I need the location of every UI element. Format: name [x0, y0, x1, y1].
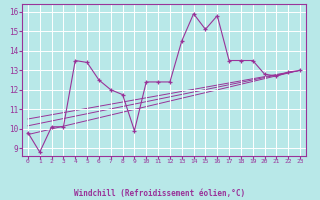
- Text: Windchill (Refroidissement éolien,°C): Windchill (Refroidissement éolien,°C): [75, 189, 245, 198]
